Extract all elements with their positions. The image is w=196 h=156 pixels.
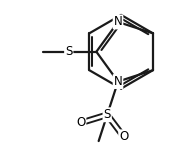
Text: N: N (114, 75, 122, 88)
Text: S: S (103, 108, 111, 121)
Text: O: O (76, 116, 85, 129)
Text: O: O (119, 130, 128, 143)
Text: S: S (65, 45, 73, 58)
Text: N: N (114, 15, 122, 29)
